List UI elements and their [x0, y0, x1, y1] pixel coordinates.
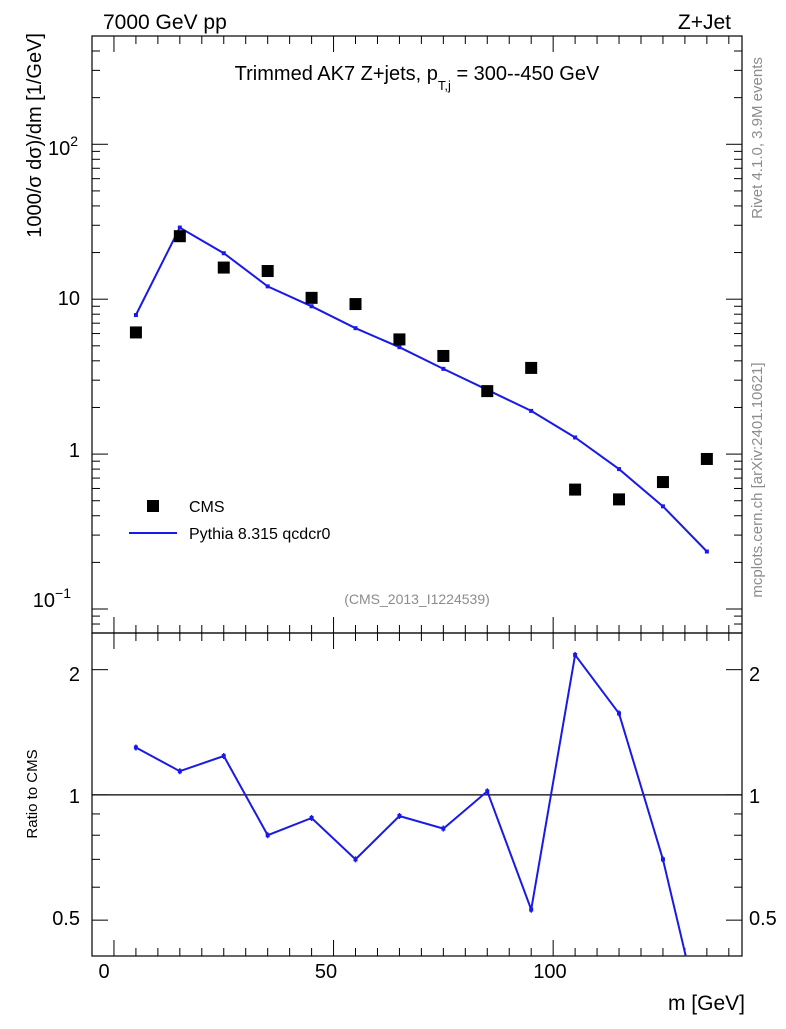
cms-point-75 — [437, 349, 450, 362]
legend-mc-label: Pythia 8.315 qcdcr0 — [189, 526, 331, 543]
header-right-label: Z+Jet — [678, 11, 731, 34]
cms-point-95 — [525, 361, 538, 374]
mc-point-45 — [309, 304, 314, 309]
cms-point-55 — [349, 298, 362, 311]
ratio-point-55 — [353, 857, 358, 862]
main-plot-title: Trimmed AK7 Z+jets, pT,j = 300--450 GeV — [235, 63, 600, 93]
ratio-ytick-left-2: 2 — [69, 664, 80, 686]
cms-point-15 — [173, 230, 186, 243]
ratio-point-15 — [177, 769, 182, 774]
ytick-label-0.1: 10−1 — [33, 585, 71, 612]
ytick-label-100: 102 — [48, 133, 78, 160]
ratio-ytick-left-0.5: 0.5 — [52, 908, 80, 930]
ytick-100-base: 10 — [48, 138, 70, 160]
ytick-100-exponent: 2 — [70, 133, 78, 149]
ytick-label-10: 10 — [58, 288, 80, 310]
ytick-label-1: 1 — [69, 440, 80, 462]
cms-point-5 — [129, 326, 142, 339]
title-rest: = 300--450 GeV — [451, 63, 600, 85]
ratio-point-95 — [529, 907, 534, 912]
title-main: Trimmed AK7 Z+jets, p — [235, 63, 438, 85]
main-y-axis-label: 1000/σ dσ)/dm [1/GeV] — [24, 33, 46, 238]
mc-point-65 — [397, 345, 402, 350]
ratio-line — [135, 652, 687, 956]
ytick-0.1-base: 10 — [33, 590, 55, 612]
xtick-label-0: 0 — [98, 961, 109, 983]
cms-point-135 — [700, 452, 713, 465]
mc-point-115 — [617, 467, 622, 472]
ratio-point-105 — [573, 652, 578, 657]
ratio-point-125 — [660, 857, 665, 862]
xtick-label-50: 50 — [315, 961, 337, 983]
ratio-point-45 — [309, 816, 314, 821]
main-plot-frame — [91, 35, 743, 634]
mc-point-55 — [353, 326, 358, 331]
cms-point-105 — [569, 483, 582, 496]
cms-point-85 — [481, 385, 494, 398]
cms-point-25 — [217, 261, 230, 274]
cms-point-45 — [305, 291, 318, 304]
ratio-ytick-left-1: 1 — [69, 786, 80, 808]
mc-point-5 — [133, 313, 138, 318]
ratio-point-85 — [485, 789, 490, 794]
mcplots-label: mcplots.cern.ch [arXiv:2401.10621] — [749, 362, 766, 597]
analysis-label: (CMS_2013_I1224539) — [344, 591, 490, 607]
x-axis-label: m [GeV] — [668, 992, 745, 1015]
mc-point-125 — [660, 504, 665, 509]
rivet-label: Rivet 4.1.0, 3.9M events — [749, 57, 766, 219]
mc-line — [135, 226, 708, 553]
mc-point-75 — [441, 366, 446, 371]
ratio-point-65 — [397, 813, 402, 818]
main-axis-ticks — [92, 35, 742, 634]
header-left-label: 7000 GeV pp — [103, 11, 227, 34]
title-subscript: T,j — [438, 78, 451, 93]
mc-point-15 — [177, 225, 182, 230]
ytick-0.1-exponent: −1 — [55, 585, 71, 601]
mc-point-25 — [221, 251, 226, 256]
ratio-y-axis-label: Ratio to CMS — [24, 749, 41, 838]
ratio-point-75 — [441, 826, 446, 831]
mc-point-135 — [704, 549, 709, 554]
main-plot-series — [129, 225, 713, 554]
mc-point-95 — [529, 408, 534, 413]
cms-point-125 — [656, 476, 669, 489]
ratio-ytick-right-0.5: 0.5 — [749, 908, 777, 930]
mc-point-105 — [573, 435, 578, 440]
cms-point-35 — [261, 265, 274, 278]
ratio-point-5 — [133, 745, 138, 750]
cms-point-65 — [393, 333, 406, 346]
legend-cms-marker — [147, 500, 159, 512]
ratio-point-115 — [617, 711, 622, 716]
cms-point-115 — [613, 493, 626, 506]
ratio-point-25 — [221, 754, 226, 759]
ratio-plot-series — [92, 651, 742, 956]
legend-cms-label: CMS — [189, 499, 225, 516]
mc-point-35 — [265, 284, 270, 289]
ratio-ytick-right-1: 1 — [749, 786, 760, 808]
ratio-point-35 — [265, 833, 270, 838]
ratio-ytick-right-2: 2 — [749, 664, 760, 686]
xtick-label-100: 100 — [533, 961, 566, 983]
